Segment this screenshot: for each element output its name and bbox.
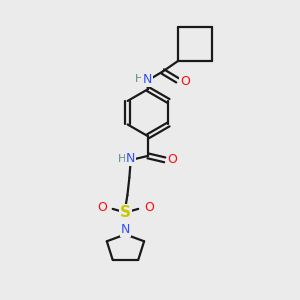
Text: N: N xyxy=(126,152,135,165)
Text: O: O xyxy=(97,201,107,214)
Text: O: O xyxy=(168,153,178,166)
Text: O: O xyxy=(180,75,190,88)
Text: H: H xyxy=(118,154,127,164)
Text: N: N xyxy=(121,223,130,236)
Text: O: O xyxy=(144,201,154,214)
Text: S: S xyxy=(120,205,131,220)
Text: N: N xyxy=(142,73,152,86)
Text: H: H xyxy=(135,74,143,84)
